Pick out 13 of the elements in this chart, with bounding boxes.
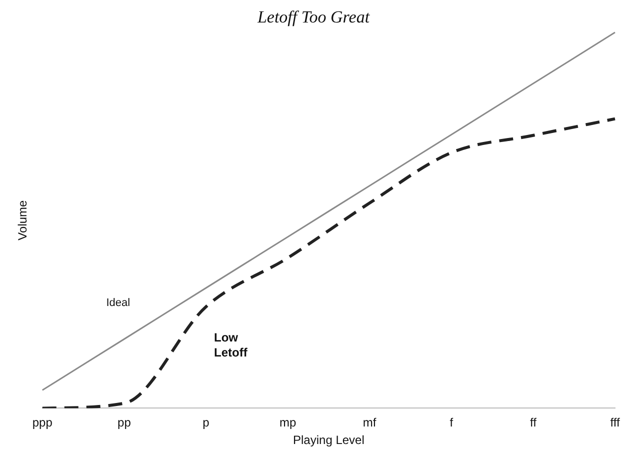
y-axis-title: Volume: [16, 200, 30, 240]
x-tick-label: ppp: [32, 416, 53, 430]
text: Ideal: [106, 297, 130, 310]
x-tick-label: f: [450, 416, 454, 430]
x-tick-label: p: [202, 416, 210, 430]
x-tick-label: mf: [362, 416, 377, 430]
x-tick-label: ff: [530, 416, 538, 430]
x-tick-label: fff: [610, 416, 620, 430]
chart-title: Letoff Too Great: [256, 8, 371, 27]
x-tick-label: mp: [279, 416, 296, 430]
x-tick-label: pp: [118, 416, 132, 430]
x-axis-title: Playing Level: [293, 433, 364, 448]
series-label: Low Letoff: [214, 330, 248, 360]
